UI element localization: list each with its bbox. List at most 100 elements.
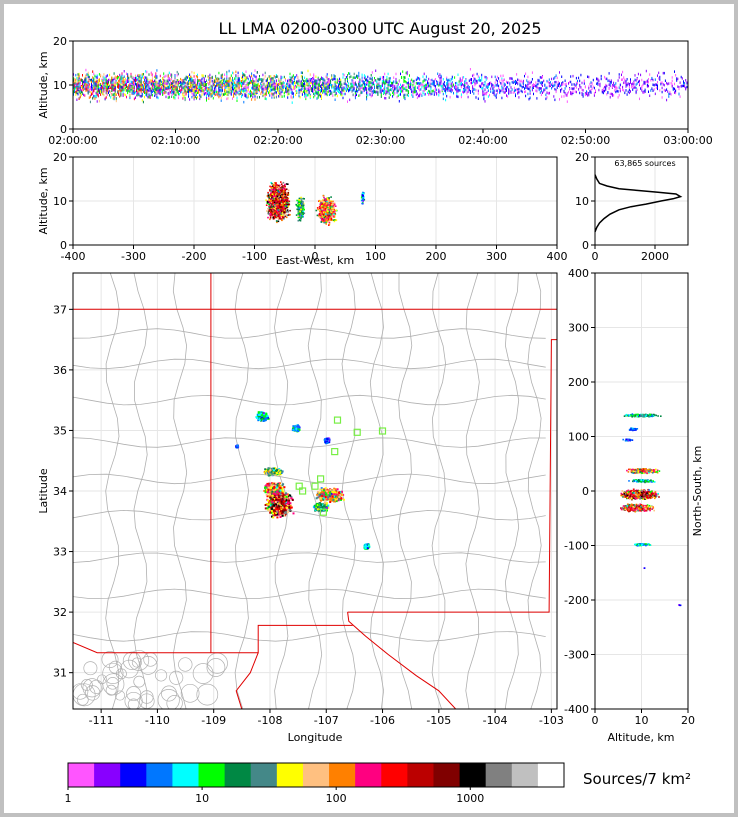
plan-view-xtick-label: -106 (370, 714, 395, 727)
plan-view-sources (235, 411, 371, 550)
colorbar-swatch (407, 763, 434, 787)
plan-view-xtick-label: -103 (539, 714, 564, 727)
plan-view-ytick-label: 36 (53, 364, 67, 377)
colorbar-tick-label: 100 (326, 792, 347, 805)
figure-frame: LL LMA 0200-0300 UTC August 20, 2025 02:… (4, 4, 734, 813)
colorbar-swatch (198, 763, 226, 787)
station-marker (295, 482, 303, 490)
colorbar-swatch (433, 763, 461, 787)
plan-view-ytick-label: 32 (53, 606, 67, 619)
ns-altitude-ytick-label: 100 (568, 431, 589, 444)
time-height-ytick-label: 10 (53, 79, 67, 92)
ew-altitude-xtick-label: 200 (426, 250, 447, 263)
colorbar-label: Sources/7 km² (583, 770, 691, 788)
time-height-xtick-label: 02:00:00 (48, 134, 97, 147)
ew-altitude-xtick-label: 100 (365, 250, 386, 263)
ns-altitude-ytick-label: 300 (568, 322, 589, 335)
plan-view-ytick-label: 34 (53, 485, 67, 498)
histogram-xtick-label: 2000 (641, 250, 669, 263)
ns-altitude-panel: 0 10 20 -400 -300 -200 -100 0 100 200 300 400 North… (564, 267, 704, 744)
time-height-xtick-label: 03:00:00 (663, 134, 712, 147)
ns-altitude-ylabel: North-South, km (691, 446, 704, 537)
plan-view-xtick-label: -111 (89, 714, 114, 727)
colorbar-swatch (485, 763, 513, 787)
colorbar-swatch (459, 763, 487, 787)
station-marker (333, 416, 342, 424)
colorbar-swatch (355, 763, 382, 787)
ew-altitude-xtick-label: -300 (121, 250, 146, 263)
colorbar-swatch (120, 763, 147, 787)
colorbar-tick-label: 10 (195, 792, 209, 805)
border-line (235, 652, 259, 709)
plan-view-ytick-label: 35 (53, 424, 67, 437)
ns-altitude-ytick-label: 200 (568, 376, 589, 389)
border-line (347, 612, 457, 709)
ns-altitude-ytick-label: -100 (564, 540, 589, 553)
ew-altitude-ytick-label: 10 (53, 195, 67, 208)
histogram-ytick-label: 0 (582, 239, 589, 252)
colorbar-swatch (172, 763, 200, 787)
plan-view-xlabel: Longitude (288, 731, 343, 744)
state-borders (73, 273, 557, 709)
time-height-xtick-label: 02:50:00 (561, 134, 610, 147)
chart-title: LL LMA 0200-0300 UTC August 20, 2025 (218, 19, 541, 38)
plan-view-ytick-label: 31 (53, 667, 67, 680)
ns-altitude-xlabel: Altitude, km (607, 731, 674, 744)
border-line (347, 339, 557, 613)
time-height-xtick-label: 02:40:00 (458, 134, 507, 147)
ns-altitude-ytick-label: -200 (564, 594, 589, 607)
colorbar-swatch (329, 763, 356, 787)
time-height-xtick-label: 02:20:00 (253, 134, 302, 147)
colorbar-swatch (381, 763, 408, 787)
ns-altitude-xtick-label: 10 (635, 714, 649, 727)
colorbar-swatch (250, 763, 278, 787)
ns-altitude-xtick-label: 20 (681, 714, 695, 727)
colorbar-swatch (276, 763, 304, 787)
colorbar-tick-label: 1 (65, 792, 72, 805)
colorbar-tick-label: 1000 (456, 792, 484, 805)
county-boundaries (73, 273, 546, 709)
plan-view-xtick-label: -104 (483, 714, 508, 727)
colorbar-swatch (94, 763, 121, 787)
plan-view-ylabel: Latitude (37, 468, 50, 514)
plan-view-xtick-label: -109 (201, 714, 226, 727)
ew-altitude-xtick-label: -100 (242, 250, 267, 263)
colorbar-swatch (224, 763, 252, 787)
ns-altitude-ytick-label: 0 (582, 485, 589, 498)
plan-view-ytick-label: 37 (53, 303, 67, 316)
station-marker (317, 475, 325, 483)
time-height-ylabel: Altitude, km (37, 51, 50, 118)
ew-altitude-ytick-label: 0 (60, 239, 67, 252)
ns-altitude-ytick-label: 400 (568, 267, 589, 280)
station-marker (353, 428, 361, 436)
station-marker (319, 508, 327, 516)
station-marker (331, 448, 339, 456)
ew-altitude-xtick-label: -400 (61, 250, 86, 263)
ns-altitude-ytick-label: -300 (564, 649, 589, 662)
colorbar-swatch (537, 763, 565, 787)
ew-altitude-sources (265, 181, 366, 226)
plan-view-panel: -111 -110 -109 -108 -107 -106 -105 -104 -103 31 32… (37, 272, 564, 744)
plan-view-xtick-label: -108 (257, 714, 282, 727)
histogram-ytick-label: 10 (575, 195, 589, 208)
ew-altitude-ytick-label: 20 (53, 151, 67, 164)
colorbar-frame (67, 762, 565, 788)
colorbar-swatch (68, 763, 95, 787)
source-count-label: 63,865 sources (614, 159, 675, 168)
ns-altitude-xtick-label: 0 (592, 714, 599, 727)
time-height-ytick-label: 20 (53, 35, 67, 48)
ew-altitude-ylabel: Altitude, km (37, 167, 50, 234)
time-height-ytick-label: 0 (60, 123, 67, 136)
colorbar-swatch (146, 763, 173, 787)
station-marker (311, 482, 319, 490)
colorbar-swatch (302, 763, 330, 787)
ew-altitude-xtick-label: 0 (312, 250, 319, 263)
time-height-panel: 02:00:00 02:10:00 02:20:00 02:30:00 02:40:00… (37, 35, 713, 147)
histogram-ytick-label: 20 (575, 151, 589, 164)
altitude-histogram-panel: 0 2000 0 10 20 63,865 sources (575, 151, 689, 263)
plan-view-xtick-label: -110 (145, 714, 170, 727)
ew-altitude-xtick-label: 400 (547, 250, 568, 263)
time-height-xtick-label: 02:30:00 (356, 134, 405, 147)
histogram-xtick-label: 0 (592, 250, 599, 263)
station-marker (378, 427, 387, 435)
